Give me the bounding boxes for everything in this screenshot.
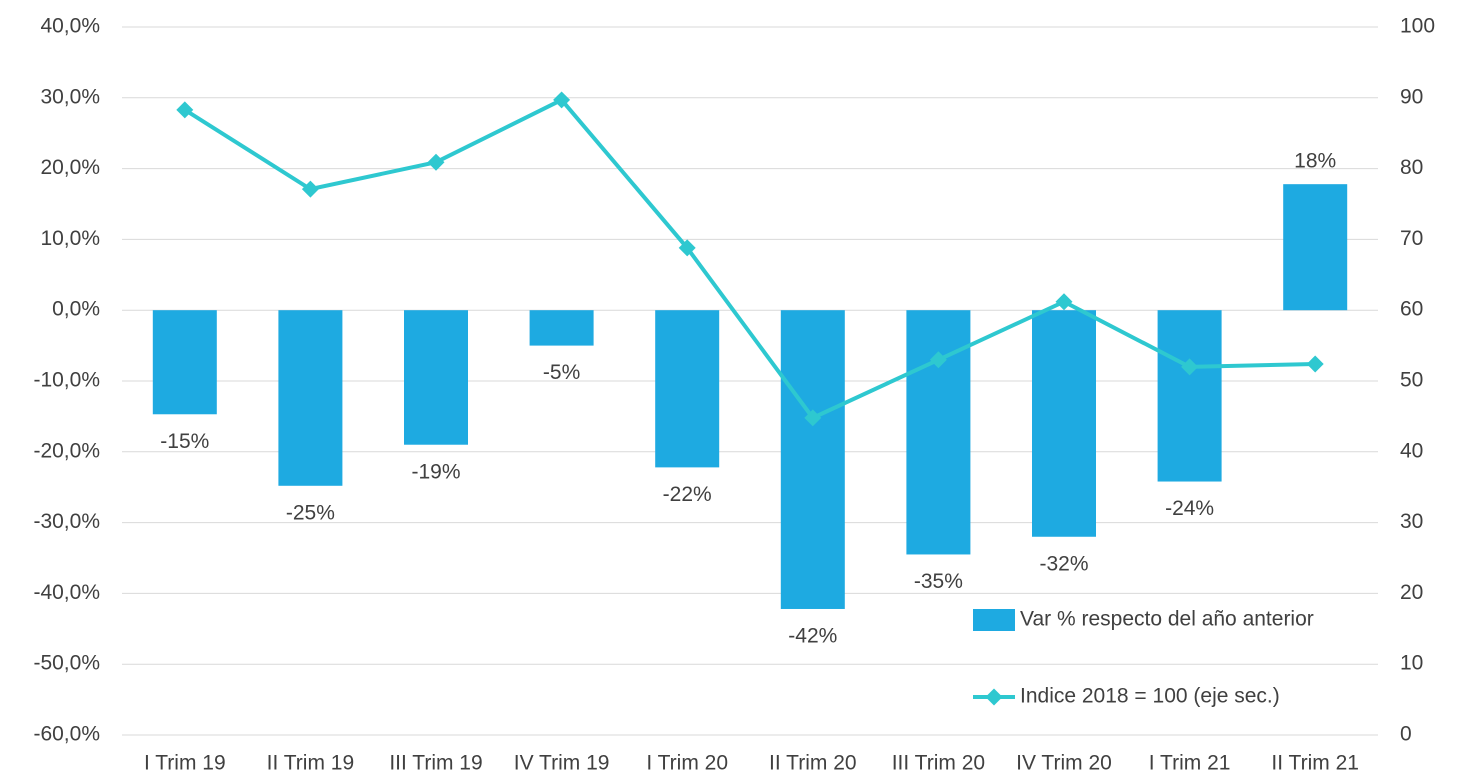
y2-tick-label: 0 xyxy=(1400,723,1412,746)
data-label: -25% xyxy=(286,501,335,524)
marker xyxy=(804,409,822,427)
y2-tick-label: 60 xyxy=(1400,298,1423,321)
line xyxy=(183,97,1316,421)
legend-label: Var % respecto del año anterior xyxy=(1020,608,1314,631)
bar xyxy=(1157,310,1222,482)
y2-tick-label: 90 xyxy=(1400,85,1423,108)
y2-tick-label: 100 xyxy=(1400,15,1435,38)
y-tick-label: 20,0% xyxy=(40,156,100,179)
x-tick-label: IV Trim 19 xyxy=(514,752,610,775)
data-label: -24% xyxy=(1165,497,1214,520)
x-tick-label: I Trim 20 xyxy=(646,752,728,775)
marker xyxy=(427,153,445,171)
x-tick-label: II Trim 21 xyxy=(1271,752,1359,775)
marker xyxy=(176,101,194,119)
bar xyxy=(655,310,720,468)
data-label: -32% xyxy=(1039,552,1088,575)
bar xyxy=(404,310,468,445)
y2-tick-label: 70 xyxy=(1400,227,1423,250)
y-tick-label: -20,0% xyxy=(33,439,100,462)
bar xyxy=(152,310,217,415)
marker xyxy=(301,180,319,198)
y-tick-label: 40,0% xyxy=(40,15,100,38)
y-tick-label: -10,0% xyxy=(33,369,100,392)
y-tick-label: -50,0% xyxy=(33,652,100,675)
marker xyxy=(678,239,696,257)
y-tick-label: -30,0% xyxy=(33,510,100,533)
bar xyxy=(1283,184,1348,311)
x-tick-label: I Trim 21 xyxy=(1149,752,1231,775)
x-tick-label: II Trim 20 xyxy=(769,752,857,775)
y2-tick-label: 50 xyxy=(1400,369,1423,392)
y-tick-label: 30,0% xyxy=(40,85,100,108)
y2-tick-label: 40 xyxy=(1400,439,1423,462)
marker xyxy=(929,351,947,369)
y2-tick-label: 10 xyxy=(1400,652,1423,675)
x-tick-label: I Trim 19 xyxy=(144,752,226,775)
data-label: -22% xyxy=(663,483,712,506)
x-tick-label: IV Trim 20 xyxy=(1016,752,1112,775)
legend-label: Indice 2018 = 100 (eje sec.) xyxy=(1020,685,1280,708)
marker xyxy=(1055,293,1073,311)
bar xyxy=(529,310,594,346)
data-label: -19% xyxy=(411,460,460,483)
data-label: 18% xyxy=(1294,150,1336,173)
x-tick-label: II Trim 19 xyxy=(267,752,355,775)
data-label: -15% xyxy=(160,430,209,453)
legend-swatch xyxy=(973,609,1015,631)
data-label: -5% xyxy=(543,361,580,384)
y-tick-label: 10,0% xyxy=(40,227,100,250)
y2-tick-label: 20 xyxy=(1400,581,1423,604)
data-label: -42% xyxy=(788,625,837,648)
y-tick-label: -40,0% xyxy=(33,581,100,604)
bar xyxy=(278,310,343,486)
y-tick-label: -60,0% xyxy=(33,723,100,746)
bar xyxy=(906,310,971,555)
y2-tick-label: 80 xyxy=(1400,156,1423,179)
y-tick-label: 0,0% xyxy=(52,298,100,321)
data-label: -35% xyxy=(914,570,963,593)
marker xyxy=(553,91,571,109)
bar xyxy=(780,310,845,609)
x-tick-label: III Trim 20 xyxy=(892,752,985,775)
x-tick-label: III Trim 19 xyxy=(389,752,482,775)
legend-swatch xyxy=(985,688,1003,706)
bar xyxy=(1032,310,1096,537)
marker xyxy=(1306,355,1324,373)
y2-tick-label: 30 xyxy=(1400,510,1423,533)
